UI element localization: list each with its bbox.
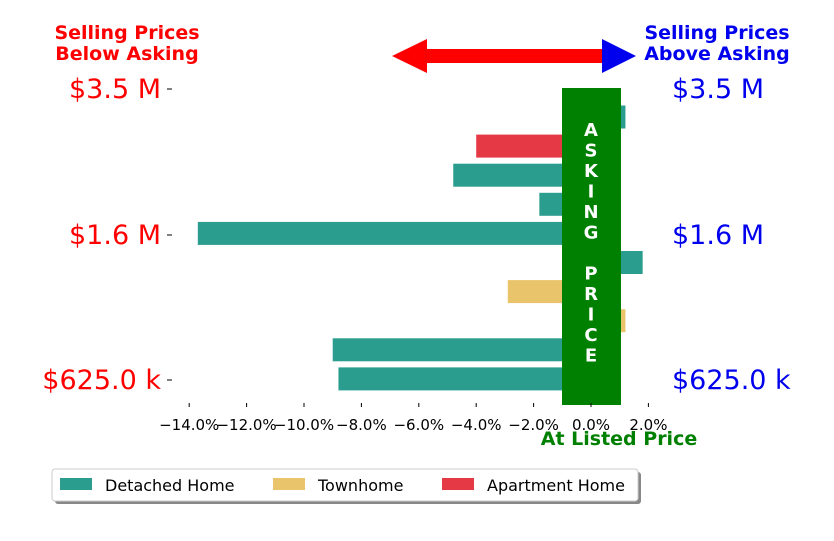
y-axis-labels: $3.5 M $3.5 M $1.6 M $1.6 M $625.0 k $625.0 k <box>42 74 791 396</box>
below-asking-label: Below Asking <box>55 43 198 65</box>
asking-price-letter: I <box>588 182 595 203</box>
bar-detached-home-9 <box>338 367 591 391</box>
x-tick-label: −8.0% <box>336 416 387 434</box>
asking-price-letter: A <box>584 120 598 141</box>
arrow-shaft <box>425 49 605 63</box>
above-asking-label: Above Asking <box>644 43 790 65</box>
y-label-right: $1.6 M <box>672 220 764 251</box>
x-tick-label: −2.0% <box>508 416 559 434</box>
y-label-left: $625.0 k <box>42 365 161 396</box>
x-axis-label: At Listed Price <box>541 428 697 450</box>
bar-detached-home-8 <box>332 338 591 362</box>
y-label-left: $3.5 M <box>69 74 161 105</box>
x-tick-label: −6.0% <box>393 416 444 434</box>
legend-label-apartment-home: Apartment Home <box>487 476 625 495</box>
asking-price-letter: C <box>584 325 597 346</box>
x-tick-label: −12.0% <box>216 416 276 434</box>
legend: Detached Home Townhome Apartment Home <box>51 468 641 504</box>
x-tick-label: −14.0% <box>159 416 219 434</box>
bar-detached-home-4 <box>197 221 591 245</box>
asking-price-letter: I <box>588 305 595 326</box>
y-label-right: $625.0 k <box>672 365 791 396</box>
x-tick-label: −10.0% <box>274 416 334 434</box>
asking-price-letter: N <box>583 202 598 223</box>
arrow-head-right-icon <box>602 39 636 73</box>
legend-label-detached-home: Detached Home <box>105 476 235 495</box>
asking-price-letter: K <box>584 161 599 182</box>
below-asking-label: Selling Prices <box>54 22 199 44</box>
legend-swatch-townhome <box>273 478 305 490</box>
x-tick-label: 2.0% <box>629 416 667 434</box>
arrow-head-left-icon <box>392 39 427 73</box>
asking-price-letter: S <box>585 141 598 162</box>
x-tick-label: −4.0% <box>451 416 502 434</box>
y-label-left: $1.6 M <box>69 220 161 251</box>
bar-detached-home-2 <box>453 163 591 187</box>
legend-swatch-apartment-home <box>442 478 474 490</box>
x-axis: −14.0%−12.0%−10.0% −8.0% −6.0% −4.0% −2.0% 0.… <box>159 403 697 450</box>
above-asking-label: Selling Prices <box>644 22 789 44</box>
asking-price-letter: G <box>584 223 599 244</box>
y-label-right: $3.5 M <box>672 74 764 105</box>
legend-swatch-detached-home <box>60 478 92 490</box>
x-tick-label: 0.0% <box>572 416 610 434</box>
asking-price-letter: R <box>584 284 598 305</box>
asking-price-band <box>562 88 621 405</box>
legend-box <box>51 468 639 502</box>
legend-label-townhome: Townhome <box>317 476 403 495</box>
asking-price-letter: E <box>585 346 597 367</box>
asking-price-letter: P <box>584 264 597 285</box>
